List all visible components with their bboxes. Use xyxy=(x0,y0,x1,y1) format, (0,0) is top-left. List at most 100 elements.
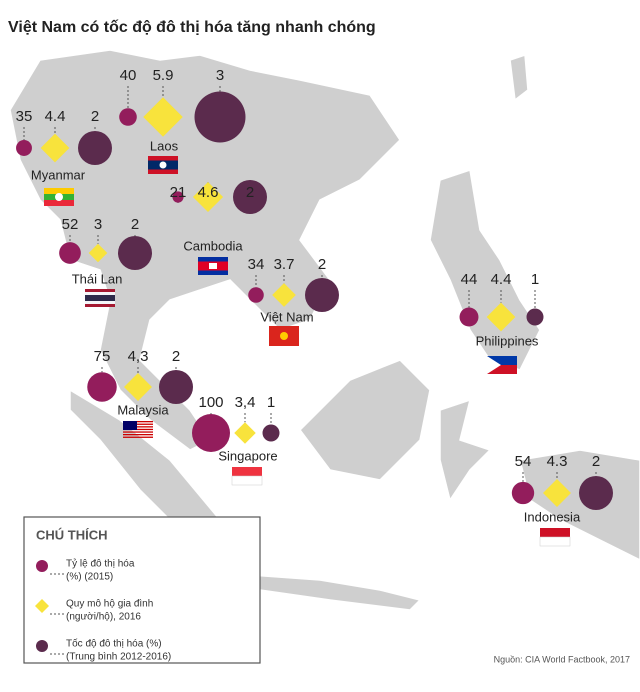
household-diamond xyxy=(272,283,296,307)
legend-text: (%) (2015) xyxy=(66,572,113,583)
flag-stripe xyxy=(487,365,517,374)
country-name: Việt Nam xyxy=(260,309,313,324)
urbanization-circle xyxy=(119,108,137,126)
country: 54 4.3 2 Indonesia xyxy=(511,453,613,547)
legend-text: (Trung bình 2012-2016) xyxy=(66,652,171,663)
flag-canton xyxy=(123,421,137,430)
growth-label: 2 xyxy=(131,216,139,233)
sulawesi xyxy=(439,398,492,502)
philippines xyxy=(429,169,541,371)
growth-label: 2 xyxy=(592,453,600,470)
legend-circle xyxy=(36,640,48,652)
growth-circle xyxy=(194,91,246,143)
growth-circle xyxy=(579,476,613,510)
growth-circle xyxy=(233,180,267,214)
growth-label: 2 xyxy=(172,348,180,365)
flag-star xyxy=(280,332,288,340)
legend-circle xyxy=(36,560,48,572)
urbanization-label: 100 xyxy=(198,394,223,411)
growth-circle xyxy=(305,278,339,312)
household-label: 4.6 xyxy=(198,184,219,201)
household-label: 3.7 xyxy=(274,256,295,273)
country: 75 4,3 2 Malaysia xyxy=(87,348,193,438)
flag-stripe xyxy=(85,295,115,301)
growth-circle xyxy=(118,236,152,270)
flag-stripe xyxy=(123,431,153,433)
country-name: Thái Lan xyxy=(72,271,123,286)
growth-label: 2 xyxy=(91,108,99,125)
country-name: Singapore xyxy=(218,448,277,463)
growth-label: 1 xyxy=(267,394,275,411)
title: Việt Nam có tốc độ đô thị hóa tăng nhanh… xyxy=(8,19,376,36)
flag-disc xyxy=(159,161,167,169)
urbanization-circle xyxy=(459,307,479,327)
flag-stripe xyxy=(123,434,153,436)
urbanization-label: 21 xyxy=(170,184,187,201)
flag xyxy=(148,156,178,174)
legend-box xyxy=(23,516,261,664)
flag xyxy=(44,188,74,206)
country: 52 3 2 Thái Lan xyxy=(59,216,152,307)
household-label: 4.3 xyxy=(547,453,568,470)
growth-circle xyxy=(526,308,544,326)
flag-stripe xyxy=(123,426,153,428)
flag-stripe xyxy=(232,467,262,476)
legend-text: Tỷ lệ đô thị hóa xyxy=(66,558,135,570)
household-diamond xyxy=(234,422,256,444)
flag xyxy=(198,257,228,275)
urbanization-circle xyxy=(192,414,230,452)
household-diamond xyxy=(40,133,70,163)
flag xyxy=(231,467,263,486)
country-name: Malaysia xyxy=(117,402,169,417)
growth-label: 2 xyxy=(318,256,326,273)
country: 44 4.4 1 Philippines xyxy=(459,271,544,374)
flag xyxy=(539,528,571,547)
country-name: Myanmar xyxy=(31,167,86,182)
papua xyxy=(519,449,640,561)
flag-stripe xyxy=(123,423,153,425)
flag xyxy=(269,326,299,346)
country-name: Indonesia xyxy=(524,509,581,524)
growth-label: 2 xyxy=(246,184,254,201)
urbanization-circle xyxy=(16,140,32,156)
growth-label: 3 xyxy=(216,67,224,84)
urbanization-circle xyxy=(172,191,184,203)
urbanization-label: 52 xyxy=(62,216,79,233)
flag-stripe xyxy=(44,188,74,194)
flag xyxy=(123,421,153,438)
household-label: 4,3 xyxy=(128,348,149,365)
flag-stripe xyxy=(231,475,263,486)
country: 100 3,4 1 Singapore xyxy=(192,394,280,486)
growth-circle xyxy=(262,424,280,442)
household-label: 4.4 xyxy=(45,108,66,125)
java xyxy=(248,574,422,611)
urbanization-circle xyxy=(248,287,264,303)
household-label: 5.9 xyxy=(153,67,174,84)
growth-circle xyxy=(78,131,112,165)
urbanization-label: 35 xyxy=(16,108,33,125)
country: 40 5.9 3 Laos xyxy=(119,67,246,174)
country: 21 4.6 2 Cambodia xyxy=(170,180,267,275)
household-diamond xyxy=(124,373,152,401)
country-name: Cambodia xyxy=(183,238,243,253)
legend-text: Tốc độ đô thị hóa (%) xyxy=(66,638,162,650)
household-diamond xyxy=(192,181,224,213)
growth-circle xyxy=(159,370,193,404)
borneo xyxy=(299,359,431,481)
urbanization-label: 75 xyxy=(94,348,111,365)
legend-title: CHÚ THÍCH xyxy=(36,527,108,542)
country-name: Laos xyxy=(150,138,179,153)
flag-stripe xyxy=(539,536,571,547)
household-label: 3 xyxy=(94,216,102,233)
source: Nguồn: CIA World Factbook, 2017 xyxy=(494,654,630,664)
legend-text: (người/hộ), 2016 xyxy=(66,612,141,623)
growth-label: 1 xyxy=(531,271,539,288)
household-label: 4.4 xyxy=(491,271,512,288)
urbanization-circle xyxy=(87,372,117,402)
urbanization-circle xyxy=(511,481,535,505)
flag-stripe xyxy=(540,528,570,537)
legend: Tỷ lệ đô thị hóa (%) (2015) Quy mô hộ gia … xyxy=(35,558,171,663)
flag-stripe xyxy=(123,428,153,431)
